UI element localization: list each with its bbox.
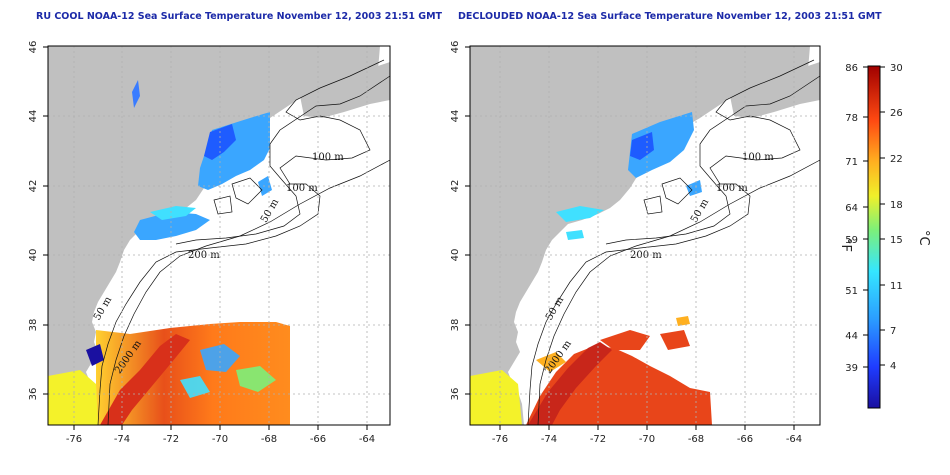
left-y-tick: 40	[28, 249, 39, 262]
right-contour-label: 200 m	[630, 250, 662, 261]
left-grid	[48, 46, 390, 425]
left-contour-label: 100 m	[286, 183, 318, 194]
left-sst-shelf-cyan	[150, 206, 196, 220]
right-sst-shelf	[556, 206, 604, 222]
right-sst-patch-1	[600, 330, 650, 350]
left-sst-gulfstream	[100, 334, 190, 425]
right-land-nova	[730, 62, 820, 118]
colorbar-f-tick: 71	[845, 157, 858, 168]
left-x-tick: -76	[66, 434, 82, 445]
right-sst-patch-3	[676, 316, 690, 326]
left-sst-shelf	[134, 212, 210, 240]
left-map: 100 m 100 m 50 m 200 m 50 m 2000 m	[28, 41, 391, 445]
colorbar-c-tick: 26	[890, 108, 903, 119]
right-y-tick: 40	[450, 249, 461, 262]
left-sst-cloud-patch-2	[236, 366, 276, 392]
left-sst-streak	[132, 80, 140, 108]
right-x-tick: -64	[786, 434, 802, 445]
right-sst-patch-2	[660, 330, 690, 350]
right-x-tick: -72	[590, 434, 606, 445]
right-x-tick: -68	[688, 434, 704, 445]
colorbar-f-tick: 39	[845, 363, 858, 374]
left-bathymetry	[97, 59, 390, 425]
right-sst-blue-dark	[630, 132, 654, 160]
colorbar-f-tick: 51	[845, 286, 858, 297]
right-y-tick: 36	[450, 388, 461, 401]
right-sst-orange-shelf	[536, 352, 566, 372]
left-y-tick: 36	[28, 388, 39, 401]
right-grid	[470, 46, 820, 425]
colorbar-ticks	[863, 66, 885, 368]
right-land	[470, 46, 810, 425]
colorbar-c-tick: 15	[890, 235, 903, 246]
right-x-tick: -76	[492, 434, 508, 445]
colorbar-unit-c: °C	[916, 230, 931, 246]
right-sst-shelf-2	[566, 230, 584, 240]
right-y-tick: 46	[450, 41, 461, 54]
right-y-tick: 38	[450, 319, 461, 332]
left-sst-coastal-blue	[86, 344, 104, 366]
left-map-title: RU COOL NOAA-12 Sea Surface Temperature …	[36, 11, 443, 22]
left-sst-cloud-patch-3	[180, 376, 210, 398]
right-contour-label: 100 m	[716, 183, 748, 194]
colorbar-f-tick: 59	[845, 235, 858, 246]
right-map: 100 m 100 m 50 m 200 m 50 m 2000 m	[450, 41, 821, 445]
colorbar-c-tick: 7	[890, 326, 896, 337]
colorbar-f-tick: 64	[845, 203, 858, 214]
left-contour-label: 200 m	[188, 250, 220, 261]
right-sst-coastal-yellow	[470, 370, 522, 425]
right-frame	[469, 45, 821, 426]
right-tick-marks	[465, 46, 795, 430]
colorbar-c-tick: 11	[890, 281, 903, 292]
colorbar-gradient	[867, 65, 881, 409]
right-contour-label: 100 m	[742, 152, 774, 163]
right-y-tick: 42	[450, 180, 461, 193]
left-sst-warm	[96, 322, 290, 425]
left-y-tick: 44	[28, 110, 39, 123]
left-x-tick: -68	[261, 434, 277, 445]
left-contour-label: 100 m	[312, 152, 344, 163]
left-y-tick: 38	[28, 319, 39, 332]
colorbar-unit-f: °F	[838, 238, 853, 252]
right-sst-gulfstream	[528, 342, 612, 425]
left-sst-coastal-yellow	[48, 370, 98, 425]
left-x-tick: -66	[310, 434, 326, 445]
colorbar-c-tick: 30	[890, 63, 903, 74]
left-y-tick: 42	[28, 180, 39, 193]
left-tick-marks	[43, 46, 368, 430]
left-y-tick: 46	[28, 41, 39, 54]
left-x-tick: -70	[212, 434, 228, 445]
right-x-tick: -70	[639, 434, 655, 445]
left-land	[48, 46, 380, 425]
right-x-tick: -66	[737, 434, 753, 445]
left-x-tick: -74	[114, 434, 130, 445]
right-x-tick: -74	[541, 434, 557, 445]
right-y-tick: 44	[450, 110, 461, 123]
colorbar-c-tick: 22	[890, 154, 903, 165]
temperature-colorbar: 86 78 71 64 59 51 44 39 30 26 22 18 15 1…	[838, 63, 931, 409]
right-map-title: DECLOUDED NOAA-12 Sea Surface Temperatur…	[458, 11, 882, 22]
colorbar-f-tick: 44	[845, 331, 858, 342]
right-sst-gulf-maine	[628, 112, 694, 178]
colorbar-c-tick: 4	[890, 361, 896, 372]
left-x-tick: -72	[163, 434, 179, 445]
colorbar-c-tick: 18	[890, 200, 903, 211]
colorbar-f-tick: 78	[845, 113, 858, 124]
left-x-tick: -64	[359, 434, 375, 445]
left-land-nova	[300, 62, 390, 118]
left-frame	[47, 45, 391, 426]
colorbar-f-tick: 86	[845, 63, 858, 74]
